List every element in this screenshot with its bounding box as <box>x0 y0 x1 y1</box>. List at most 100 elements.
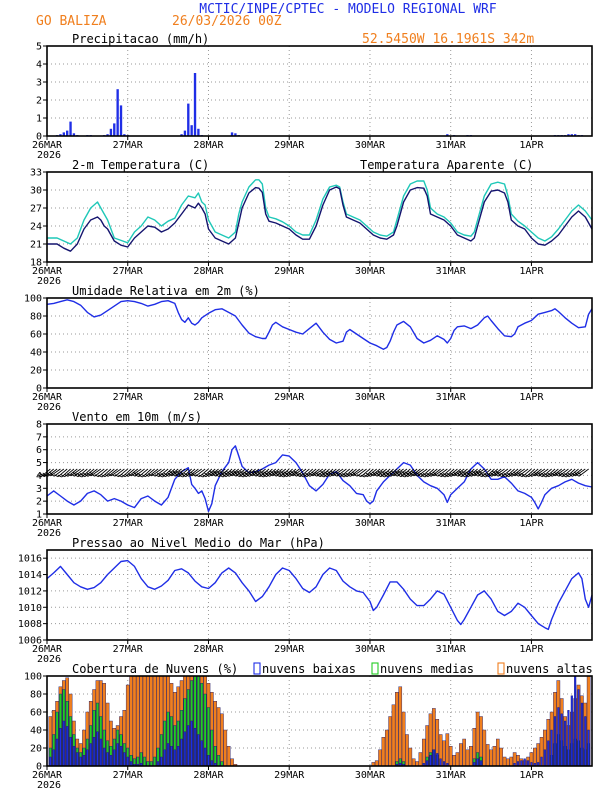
clouds-bar <box>136 675 140 767</box>
x-tick-label: 28MAR <box>193 266 224 277</box>
clouds-bar <box>72 746 75 767</box>
wind-barb <box>421 468 431 478</box>
clouds-bar <box>557 707 560 767</box>
clouds-bar <box>220 713 224 767</box>
wind-barb-feather <box>520 472 525 476</box>
wind-barb-feather <box>306 473 311 477</box>
wind-barb-feather <box>98 474 103 478</box>
wind-barb-feather <box>57 474 62 478</box>
panel-humidity <box>43 297 593 392</box>
wind-barb-feather <box>513 471 518 475</box>
y-tick-label: 60 <box>30 708 42 719</box>
panel-title: Cobertura de Nuvens (%) <box>72 662 238 676</box>
wind-barb-feather <box>533 471 538 475</box>
wind-barb <box>320 468 330 478</box>
x-year-label: 2026 <box>37 528 61 539</box>
precip-bar <box>59 134 62 136</box>
wind-barb-feather <box>39 472 44 476</box>
wind-barb-feather <box>172 470 177 474</box>
wind-barb-feather <box>380 471 386 474</box>
wind-barb <box>279 468 290 478</box>
wind-barb-feather <box>340 474 345 478</box>
wind-barb <box>118 468 129 478</box>
y-tick-label: 3 <box>36 484 42 495</box>
wind-barb-feather <box>72 472 77 476</box>
wind-barb-feather <box>380 474 385 478</box>
y-tick-label: 1016 <box>18 554 42 565</box>
wind-barb-feather <box>180 472 185 476</box>
clouds-bar <box>190 720 193 767</box>
wind-barb-feather <box>272 470 278 474</box>
clouds-bar <box>439 758 442 767</box>
wind-barb-feather <box>133 472 138 476</box>
x-tick-label: 28MAR <box>193 392 224 403</box>
clouds-bar <box>207 755 210 767</box>
clouds-bar <box>103 747 106 767</box>
x-tick-label: 27MAR <box>113 140 144 151</box>
precip-bar <box>570 134 573 136</box>
clouds-bar <box>374 760 379 767</box>
clouds-bar <box>116 743 119 767</box>
clouds-bar <box>574 675 577 767</box>
precip-bar <box>446 134 449 136</box>
x-tick-label: 26MAR <box>32 518 63 529</box>
wind-barb-feather <box>60 474 65 478</box>
clouds-bar <box>401 711 406 767</box>
wind-barb-feather <box>479 472 485 476</box>
precip-bar <box>567 134 570 136</box>
y-tick-label: 3 <box>36 78 42 89</box>
clouds-bar <box>560 713 563 767</box>
wind-barb-feather <box>371 471 376 475</box>
wind-barb-feather <box>366 473 371 477</box>
wind-barb-feather <box>160 472 165 476</box>
precip-bar <box>69 121 72 136</box>
wind-barb-feather <box>433 473 438 477</box>
wind-barb-feather <box>329 473 334 477</box>
wind-barb-feather <box>441 474 446 478</box>
wind-barb-feather <box>89 471 94 475</box>
clouds-bar <box>204 747 207 767</box>
clouds-bar <box>458 743 463 767</box>
wind-barb-feather <box>232 473 237 477</box>
clouds-bar <box>418 752 423 767</box>
x-tick-label: 27MAR <box>113 392 144 403</box>
x-tick-label: 1APR <box>519 392 544 403</box>
precip-bar <box>190 125 193 136</box>
wind-barb-feather <box>353 473 358 477</box>
clouds-bar <box>580 702 583 767</box>
wind-barb-feather <box>213 472 218 476</box>
panel-title: Precipitacao (mm/h) <box>72 32 209 46</box>
pressure-series-line <box>46 559 593 631</box>
wind-barb-feather <box>262 474 267 478</box>
wind-barb-feather <box>334 472 340 476</box>
y-tick-label: 1 <box>36 114 42 125</box>
x-tick-label: 30MAR <box>355 140 386 151</box>
x-tick-label: 26MAR <box>32 392 63 403</box>
wind-barb-feather <box>378 472 384 476</box>
y-tick-label: 100 <box>24 294 42 305</box>
x-tick-label: 27MAR <box>113 266 144 277</box>
wind-barb-feather <box>254 472 259 476</box>
y-tick-label: 7 <box>36 432 42 443</box>
wind-barb-feather <box>312 473 317 477</box>
wind-barb-feather <box>320 474 325 478</box>
wind-barb-feather <box>301 472 306 476</box>
wind-barb-feather <box>236 470 241 474</box>
wind-barb <box>219 468 229 478</box>
wind-barb-feather <box>232 470 237 474</box>
wind-barb-feather <box>467 473 472 477</box>
panel-clouds <box>43 662 593 770</box>
wind-barb-feather <box>573 471 578 475</box>
wind-barb-feather <box>373 473 378 477</box>
wind-barb-feather <box>178 474 183 478</box>
panel-wind <box>37 423 593 518</box>
clouds-bar <box>479 760 483 767</box>
wind-barb-feather <box>490 473 495 477</box>
cloud-legend-label: nuvens baixas <box>262 662 356 676</box>
clouds-bar <box>523 758 526 767</box>
wind-barb-feather <box>265 473 270 477</box>
wind-barb-feather <box>255 474 261 478</box>
clouds-bar <box>132 675 137 767</box>
wind-barb-feather <box>392 471 397 475</box>
wind-barb-feather <box>503 472 508 476</box>
